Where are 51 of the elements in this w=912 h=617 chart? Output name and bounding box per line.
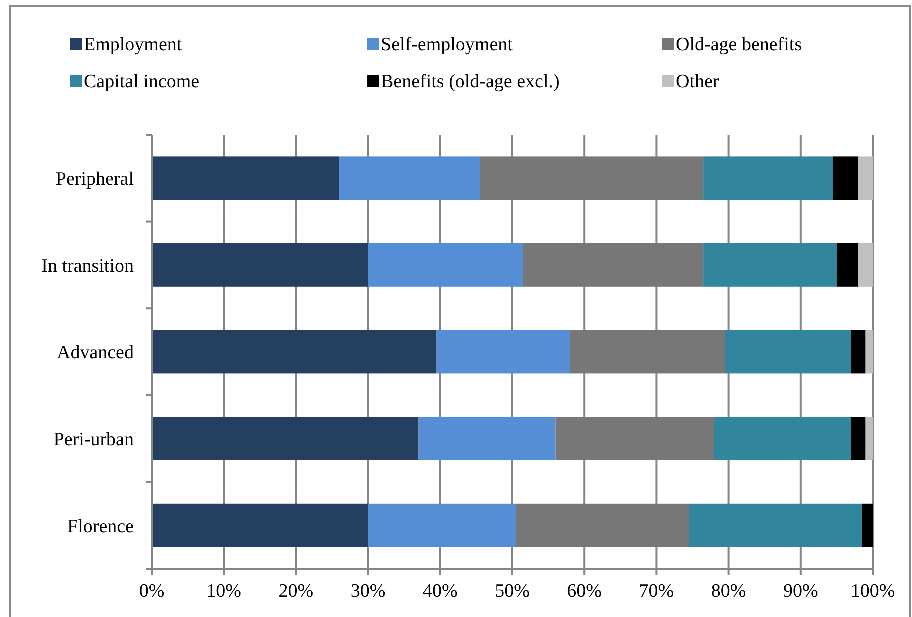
bar (689, 504, 862, 548)
bar (836, 244, 859, 287)
bar (152, 417, 419, 460)
bar (418, 417, 556, 460)
x-tick-label: 20% (278, 581, 314, 602)
bar (556, 417, 714, 460)
x-tick-label: 10% (206, 581, 242, 602)
bar (339, 156, 480, 200)
x-tick-label: 70% (639, 581, 674, 602)
bar (866, 330, 873, 374)
x-tick-label: 50% (495, 581, 530, 602)
bar (152, 504, 368, 548)
legend-label: Capital income (84, 72, 200, 93)
legend-label: Other (676, 72, 720, 93)
bar (516, 504, 690, 548)
bar (152, 156, 340, 200)
bar (851, 417, 866, 460)
x-tick-label: 100% (850, 581, 896, 602)
bar (851, 330, 866, 374)
bar (866, 417, 873, 460)
legend-label: Old-age benefits (676, 34, 802, 56)
x-tick-label: 90% (783, 581, 818, 602)
bar (858, 156, 873, 200)
y-tick-label: In transition (42, 256, 134, 277)
x-tick-label: 60% (567, 581, 602, 602)
bar (523, 244, 704, 287)
bar (152, 244, 368, 287)
legend-label: Benefits (old-age excl.) (381, 72, 560, 93)
legend-label: Employment (84, 34, 183, 56)
legend-label: Self-employment (381, 34, 514, 56)
bar (833, 156, 859, 200)
bar (570, 330, 726, 374)
bar (725, 330, 852, 374)
y-tick-label: Advanced (56, 342, 134, 364)
bar (152, 330, 437, 374)
y-tick-label: Peripheral (56, 169, 134, 190)
bar (858, 244, 873, 287)
bar (862, 504, 873, 548)
bar (480, 156, 704, 200)
x-tick-label: 80% (711, 581, 746, 602)
x-tick-label: 0% (139, 581, 165, 602)
bar (714, 417, 852, 460)
x-tick-label: 40% (422, 581, 458, 602)
bar (704, 244, 837, 287)
bar (368, 244, 524, 287)
x-tick-label: 30% (350, 581, 386, 602)
bar (368, 504, 516, 548)
bar (436, 330, 570, 374)
bar (704, 156, 834, 200)
y-tick-label: Peri-urban (54, 429, 134, 450)
y-tick-label: Florence (68, 516, 134, 538)
